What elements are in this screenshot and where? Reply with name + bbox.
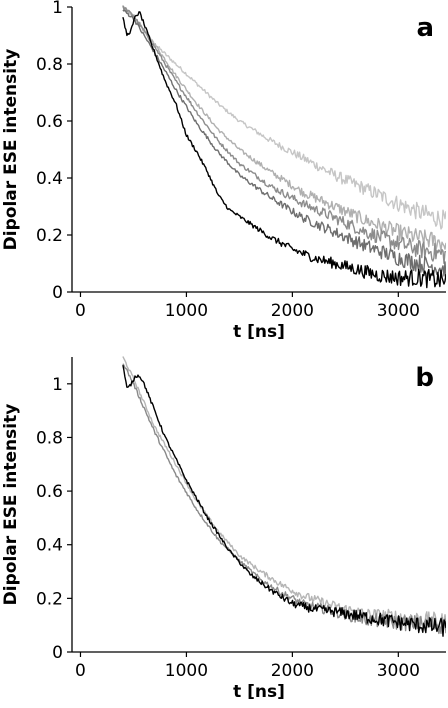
y-tick-label: 0.4 <box>36 536 63 556</box>
y-tick-label: 0 <box>52 643 63 663</box>
series-line-5 <box>122 11 446 289</box>
x-tick-label: 2000 <box>271 661 314 681</box>
panel-letter: a <box>416 13 434 43</box>
y-tick-label: 0.2 <box>36 226 63 246</box>
y-tick-label: 0 <box>52 283 63 303</box>
panel-letter: b <box>415 363 434 393</box>
series-line-2 <box>122 363 446 635</box>
series-line-3 <box>122 364 446 637</box>
y-tick-label: 0.4 <box>36 169 63 189</box>
y-axis-title: Dipolar ESE intensity <box>1 49 21 251</box>
y-tick-label: 0.6 <box>36 112 63 132</box>
x-axis-title: t [ns] <box>233 682 285 702</box>
series-line-3 <box>122 5 446 264</box>
series-line-1 <box>122 6 446 230</box>
y-axis-title: Dipolar ESE intensity <box>1 404 21 606</box>
panel-b: 0 1000 2000 3000 0 0.2 0.4 0.6 0.8 1 t [ns] Dipolar… <box>1 356 446 702</box>
x-tick-label: 0 <box>75 661 86 681</box>
series-line-1 <box>122 356 446 632</box>
series-line-2 <box>122 5 446 252</box>
x-tick-label: 1000 <box>165 301 208 321</box>
panel-a: 0 1000 2000 3000 0 0.2 0.4 0.6 0.8 1 t [ns] Dipolar… <box>1 0 446 342</box>
x-tick-label: 0 <box>75 301 86 321</box>
y-tick-label: 1 <box>52 0 63 18</box>
x-tick-label: 1000 <box>165 661 208 681</box>
x-tick-label: 3000 <box>377 661 420 681</box>
y-tick-label: 1 <box>52 375 63 395</box>
y-tick-label: 0.8 <box>36 428 63 448</box>
x-tick-label: 2000 <box>271 301 314 321</box>
x-axis-title: t [ns] <box>233 322 285 342</box>
series-line-4 <box>122 9 446 279</box>
x-tick-label: 3000 <box>377 301 420 321</box>
y-tick-label: 0.8 <box>36 55 63 75</box>
y-tick-label: 0.2 <box>36 589 63 609</box>
y-tick-label: 0.6 <box>36 482 63 502</box>
